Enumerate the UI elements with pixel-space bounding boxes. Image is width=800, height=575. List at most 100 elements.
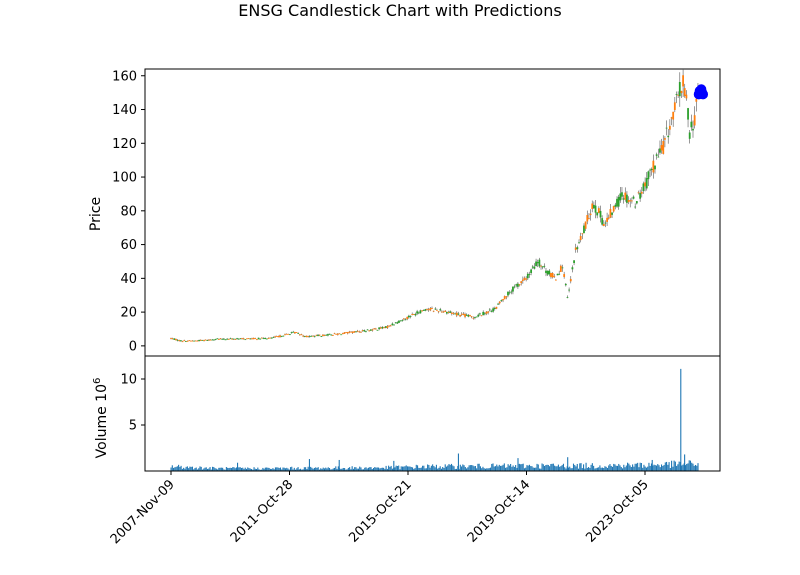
candle-body: [571, 267, 574, 270]
candle-body: [535, 261, 537, 266]
volume-bar: [663, 464, 665, 471]
volume-bar: [542, 464, 544, 471]
volume-bar: [581, 468, 583, 471]
volume-bar: [453, 466, 455, 471]
candle-body: [502, 299, 504, 301]
candle-body: [622, 198, 625, 200]
volume-spike: [338, 459, 340, 471]
candle-body: [340, 334, 343, 336]
volume-bar: [320, 468, 322, 471]
candle-body: [672, 111, 675, 120]
volume-bar: [229, 467, 231, 471]
volume-bar: [298, 469, 300, 471]
volume-bar: [428, 464, 430, 471]
candle-body: [612, 206, 615, 212]
candle-body: [186, 340, 189, 342]
candle-body: [599, 210, 602, 218]
volume-bar: [337, 466, 339, 471]
candle-body: [305, 335, 308, 338]
candle-body: [389, 325, 392, 327]
price-tick-label: 140: [112, 103, 137, 118]
candle-body: [353, 331, 356, 333]
volume-bar: [276, 467, 278, 471]
candle-body: [394, 322, 397, 324]
candle-body: [635, 201, 638, 204]
volume-bar: [585, 462, 587, 471]
candle-body: [690, 121, 693, 128]
volume-bar: [383, 467, 385, 471]
volume-bar: [511, 466, 513, 471]
candle-body: [465, 314, 468, 316]
volume-bar: [206, 468, 209, 471]
volume-bar: [333, 467, 336, 471]
volume-bar: [262, 467, 264, 471]
candle-body: [569, 278, 572, 282]
volume-bar: [571, 468, 573, 471]
candle-body: [614, 204, 617, 207]
volume-bar: [672, 466, 674, 471]
candle-body: [551, 273, 554, 278]
chart-title: ENSG Candlestick Chart with Predictions: [238, 1, 561, 20]
volume-bar: [344, 468, 346, 471]
volume-bar: [593, 465, 595, 471]
candle-body: [381, 326, 384, 329]
candle-body: [645, 178, 648, 189]
candle-body: [479, 313, 481, 315]
volume-bar: [586, 467, 588, 471]
candle-body: [597, 208, 600, 213]
volume-bar: [594, 468, 596, 471]
candle-body: [323, 334, 326, 336]
candle-body: [379, 327, 382, 329]
candle-body: [262, 337, 265, 339]
volume-bar: [642, 467, 644, 471]
candle-body: [512, 286, 514, 292]
volume-bar: [396, 466, 398, 471]
candle-body: [244, 339, 247, 341]
candle-body: [269, 337, 272, 339]
volume-bar: [248, 468, 250, 471]
volume-bar: [297, 467, 299, 471]
volume-bar: [639, 462, 641, 471]
volume-bar: [648, 462, 650, 471]
candle-body: [545, 270, 547, 273]
volume-bar: [512, 465, 514, 471]
volume-bar: [696, 465, 698, 471]
volume-bar: [574, 465, 576, 471]
volume-bar: [483, 468, 485, 471]
volume-bar: [577, 468, 580, 471]
volume-bar: [199, 466, 201, 471]
candle-body: [176, 339, 179, 341]
candle-body: [226, 338, 229, 340]
price-tick-label: 80: [120, 204, 137, 219]
volume-bar: [433, 466, 435, 471]
volume-bar: [497, 466, 499, 471]
volume-bar: [560, 466, 562, 471]
volume-bar: [332, 468, 334, 471]
volume-bar: [611, 466, 614, 471]
volume-bar: [466, 468, 468, 471]
candle-body: [403, 318, 405, 320]
volume-bar: [674, 461, 676, 471]
volume-bar: [564, 467, 566, 471]
volume-bar: [434, 467, 436, 471]
volume-bar: [356, 468, 358, 471]
candle-body: [257, 337, 260, 340]
volume-spike: [308, 459, 310, 471]
volume-bar: [438, 467, 440, 471]
volume-bar: [378, 467, 380, 471]
candle-body: [576, 247, 579, 250]
candle-body: [668, 125, 671, 130]
candle-body: [536, 262, 539, 264]
candle-body: [265, 338, 268, 340]
candle-body: [173, 338, 176, 340]
volume-bar: [321, 468, 323, 471]
volume-bar: [171, 465, 173, 471]
candle-body: [460, 313, 463, 315]
candle-body: [490, 311, 493, 312]
volume-bar: [415, 464, 417, 471]
volume-bar: [688, 460, 690, 471]
candle-body: [619, 193, 622, 201]
volume-bar: [322, 467, 324, 471]
candle-body: [318, 334, 321, 336]
volume-bar: [448, 464, 450, 471]
